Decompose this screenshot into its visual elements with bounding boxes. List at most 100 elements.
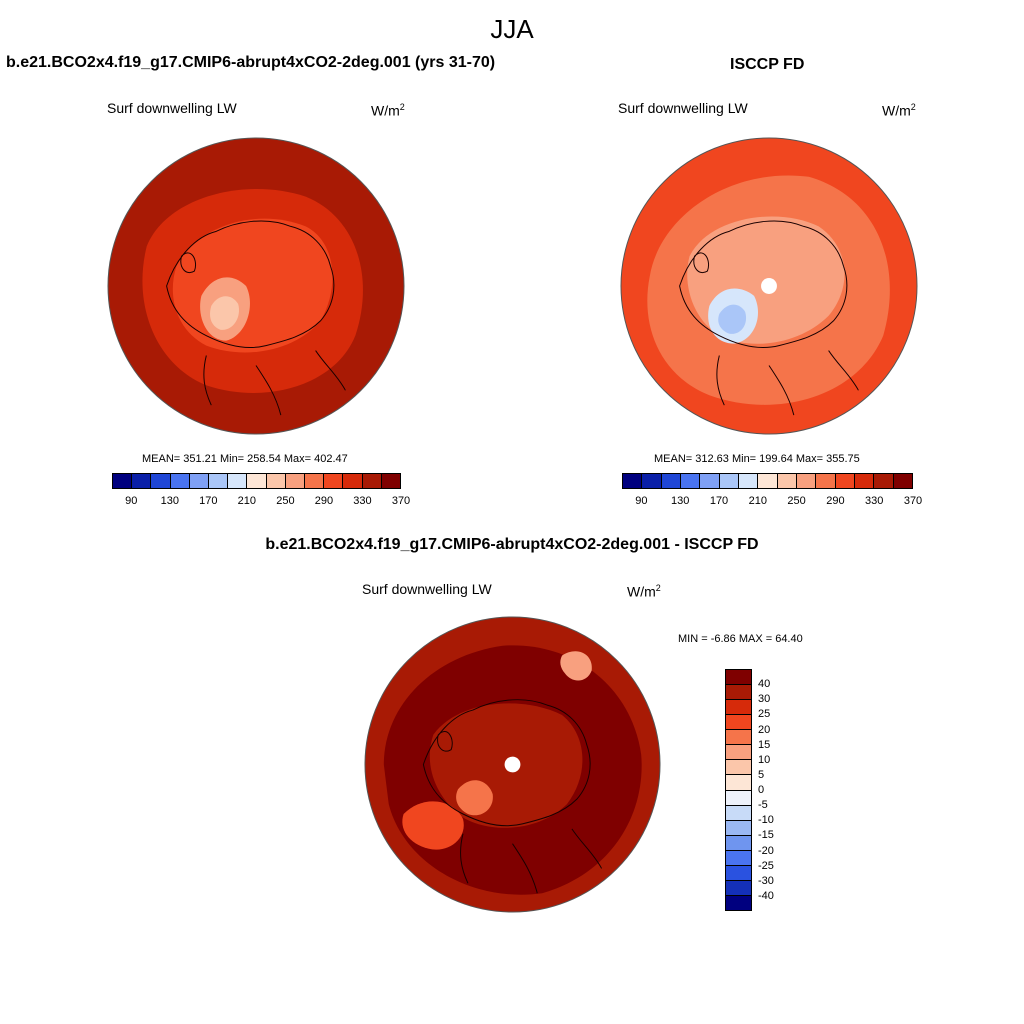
colorbar-swatch — [726, 820, 751, 836]
panel-3-colorbar-ticks: 40 30 25 20 15 10 5 0 -5 -10 -15 -20 -25 -30 -40 — [758, 669, 798, 911]
contour-region — [456, 780, 493, 816]
colorbar-tick-label: 290 — [314, 495, 334, 507]
colorbar-tick-label: 250 — [276, 495, 295, 507]
panel-1-polar-map — [107, 137, 405, 435]
colorbar-swatch — [726, 685, 751, 701]
panel-2-variable-label: Surf downwelling LW — [618, 100, 748, 116]
panel-3-variable-label: Surf downwelling LW — [362, 581, 492, 597]
colorbar-swatch — [726, 865, 751, 881]
colorbar-tick-label: 90 — [125, 495, 138, 507]
colorbar-swatch — [738, 474, 759, 488]
colorbar-tick-label: 210 — [237, 495, 257, 507]
colorbar-tick-label: 210 — [748, 495, 767, 507]
colorbar-swatch — [324, 474, 344, 488]
colorbar-swatch — [874, 474, 894, 488]
colorbar-tick-label: 370 — [903, 495, 923, 507]
colorbar-swatch — [726, 895, 751, 910]
panel-2-units: W/m2 — [882, 102, 916, 119]
contour-region — [402, 801, 464, 850]
colorbar-tick-label: 30 — [758, 693, 771, 706]
colorbar-swatch — [726, 745, 751, 761]
colorbar-swatch — [726, 850, 751, 866]
colorbar-swatch — [726, 790, 751, 806]
colorbar-tick-label: -5 — [758, 799, 768, 812]
colorbar-swatch — [113, 474, 133, 488]
panel-1-stats: MEAN= 351.21 Min= 258.54 Max= 402.47 — [142, 453, 348, 465]
colorbar-tick-label: 40 — [758, 678, 771, 691]
panel-1-colorbar — [112, 473, 401, 489]
colorbar-swatch — [726, 775, 751, 791]
colorbar-swatch — [642, 474, 662, 488]
figure-title: JJA — [490, 14, 534, 44]
coastline — [679, 220, 859, 416]
colorbar-tick-label: 170 — [709, 495, 729, 507]
colorbar-swatch — [661, 474, 681, 488]
colorbar-swatch — [700, 474, 720, 488]
colorbar-swatch — [816, 474, 836, 488]
colorbar-swatch — [305, 474, 325, 488]
colorbar-swatch — [189, 474, 210, 488]
colorbar-tick-label: 370 — [391, 495, 411, 507]
colorbar-tick-label: 250 — [787, 495, 806, 507]
colorbar-swatch — [151, 474, 171, 488]
colorbar-swatch — [796, 474, 817, 488]
colorbar-swatch — [726, 670, 751, 686]
colorbar-swatch — [726, 715, 751, 731]
colorbar-swatch — [132, 474, 152, 488]
colorbar-tick-label: 170 — [199, 495, 218, 507]
colorbar-tick-label: 130 — [160, 495, 179, 507]
colorbar-swatch — [266, 474, 286, 488]
colorbar-tick-label: -25 — [758, 859, 774, 872]
panel-2-colorbar — [622, 473, 913, 489]
colorbar-tick-label: 290 — [826, 495, 845, 507]
colorbar-tick-label: 330 — [865, 495, 884, 507]
colorbar-swatch — [719, 474, 739, 488]
coastline — [166, 220, 346, 416]
colorbar-swatch — [854, 474, 875, 488]
colorbar-swatch — [623, 474, 643, 488]
panel-3-colorbar — [725, 669, 752, 911]
panel-3-polar-map — [364, 616, 661, 913]
colorbar-tick-label: 15 — [758, 738, 771, 751]
colorbar-tick-label: -10 — [758, 814, 774, 827]
panel-2-polar-map — [620, 137, 918, 435]
contour-region — [210, 296, 240, 330]
panel-1-colorbar-ticks: 90 130 170 210 250 290 330 370 — [112, 495, 410, 509]
colorbar-swatch — [726, 760, 751, 776]
panel-1-units: W/m2 — [371, 102, 405, 119]
panel-3-units: W/m2 — [627, 583, 661, 600]
panel-1-title: b.e21.BCO2x4.f19_g17.CMIP6-abrupt4xCO2-2… — [6, 54, 496, 71]
colorbar-swatch — [209, 474, 229, 488]
colorbar-tick-label: -15 — [758, 829, 774, 842]
colorbar-tick-label: 130 — [671, 495, 690, 507]
colorbar-tick-label: 330 — [353, 495, 372, 507]
colorbar-swatch — [726, 805, 751, 821]
colorbar-swatch — [362, 474, 382, 488]
colorbar-tick-label: 25 — [758, 708, 771, 721]
colorbar-swatch — [835, 474, 855, 488]
colorbar-swatch — [228, 474, 248, 488]
colorbar-tick-label: 90 — [635, 495, 648, 507]
colorbar-swatch — [777, 474, 797, 488]
panel-3-stats: MIN = -6.86 MAX = 64.40 — [678, 633, 803, 645]
colorbar-swatch — [726, 835, 751, 851]
colorbar-swatch — [726, 730, 751, 746]
contour-region — [718, 304, 747, 334]
panel-2-colorbar-ticks: 90 130 170 210 250 290 330 370 — [622, 495, 922, 509]
contour-region — [560, 651, 592, 681]
panel-2-stats: MEAN= 312.63 Min= 199.64 Max= 355.75 — [654, 453, 860, 465]
colorbar-swatch — [893, 474, 912, 488]
coastline — [422, 699, 603, 894]
panel-3-title: b.e21.BCO2x4.f19_g17.CMIP6-abrupt4xCO2-2… — [265, 536, 759, 553]
colorbar-tick-label: 5 — [758, 768, 765, 781]
colorbar-swatch — [680, 474, 701, 488]
colorbar-swatch — [381, 474, 401, 488]
colorbar-swatch — [170, 474, 190, 488]
panel-1-variable-label: Surf downwelling LW — [107, 100, 237, 116]
colorbar-tick-label: -30 — [758, 874, 774, 887]
colorbar-tick-label: 10 — [758, 753, 771, 766]
colorbar-tick-label: 20 — [758, 723, 771, 736]
colorbar-swatch — [758, 474, 778, 488]
colorbar-tick-label: -40 — [758, 889, 774, 902]
colorbar-swatch — [247, 474, 267, 488]
